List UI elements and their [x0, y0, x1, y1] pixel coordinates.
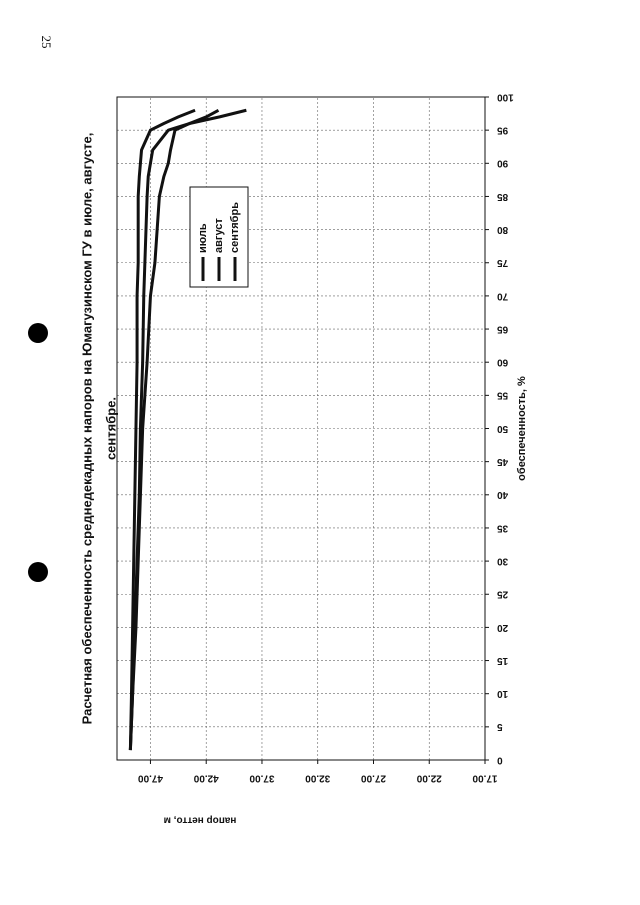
plot-frame — [116, 96, 486, 761]
legend-label: сентябрь — [229, 202, 241, 253]
page-number: 25 — [39, 36, 54, 49]
x-tick-label: 15 — [497, 655, 509, 666]
x-axis-label: обеспеченность, % — [516, 376, 528, 481]
x-tick-label: 10 — [497, 688, 509, 699]
x-tick-label: 60 — [497, 357, 509, 368]
x-tick-label: 45 — [497, 456, 509, 467]
x-tick-label: 80 — [497, 224, 509, 235]
x-tick-label: 100 — [497, 91, 514, 102]
x-tick-label: 5 — [497, 721, 503, 732]
punch-hole — [28, 323, 48, 343]
legend-label: июль — [197, 223, 209, 253]
x-tick-label: 20 — [497, 622, 509, 633]
chart-title: Расчетная обеспеченность среднедекадных … — [79, 133, 94, 725]
chart-title: сентябре. — [103, 397, 118, 460]
x-tick-label: 0 — [497, 754, 503, 765]
x-tick-label: 40 — [497, 489, 509, 500]
chart: Расчетная обеспеченность среднедекадных … — [79, 91, 527, 825]
x-tick-label: 50 — [497, 423, 509, 434]
x-tick-label: 70 — [497, 290, 509, 301]
y-tick-label: 17.00 — [472, 772, 497, 783]
y-tick-label: 47.00 — [138, 772, 163, 783]
y-axis-label: напор нетто, м — [164, 814, 237, 825]
x-tick-label: 65 — [497, 323, 509, 334]
legend-label: август — [213, 218, 225, 253]
y-tick-label: 32.00 — [305, 772, 330, 783]
y-tick-label: 42.00 — [193, 772, 218, 783]
x-tick-label: 30 — [497, 555, 509, 566]
x-tick-label: 55 — [497, 390, 509, 401]
y-tick-label: 27.00 — [361, 772, 386, 783]
y-tick-label: 37.00 — [249, 772, 274, 783]
x-tick-label: 25 — [497, 589, 509, 600]
x-tick-label: 90 — [497, 158, 509, 169]
x-tick-label: 75 — [497, 257, 509, 268]
x-tick-label: 85 — [497, 191, 509, 202]
x-tick-label: 95 — [497, 125, 509, 136]
series-line — [128, 108, 196, 751]
series-line — [128, 108, 247, 751]
punch-hole — [28, 562, 48, 582]
x-tick-label: 35 — [497, 522, 509, 533]
y-tick-label: 22.00 — [416, 772, 441, 783]
